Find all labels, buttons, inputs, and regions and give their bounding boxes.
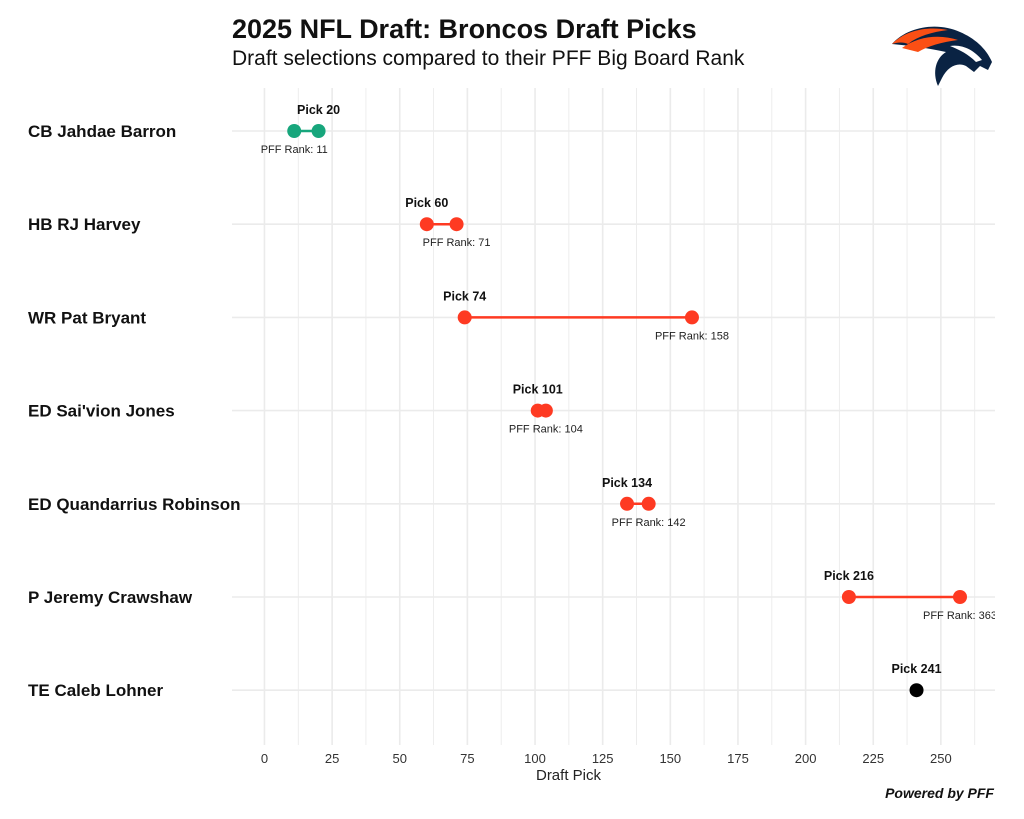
marks-layer: PFF Rank: 11 PFF Rank: 71 PFF Rank: 158 PFF… (261, 124, 997, 698)
draft-pick-point (457, 310, 472, 325)
pff-rank-point (641, 496, 656, 511)
draft-pick-point (620, 496, 635, 511)
pick-label: Pick 101 (513, 383, 563, 397)
draft-pick-point (419, 217, 434, 232)
broncos-horse-logo-icon (892, 26, 992, 86)
x-tick-label: 100 (524, 751, 546, 766)
draft-pick-point (530, 403, 545, 418)
player-name-label: ED Sai'vion Jones (28, 402, 175, 421)
pff-rank-label: PFF Rank: 71 (423, 237, 491, 249)
pff-rank-label: PFF Rank: 11 (261, 144, 328, 156)
pick-label: Pick 134 (602, 476, 652, 490)
draft-pick-point (841, 590, 856, 604)
player-name-label: P Jeremy Crawshaw (28, 588, 193, 607)
x-tick-label: 75 (460, 751, 474, 766)
pick-label: Pick 241 (892, 662, 942, 676)
x-tick-label: 225 (862, 751, 884, 766)
caption: Powered by PFF (885, 785, 994, 801)
x-tick-label: 250 (930, 751, 952, 766)
pff-rank-point (953, 590, 967, 604)
x-tick-label: 125 (592, 751, 614, 766)
pick-label: Pick 60 (405, 196, 448, 210)
player-name-label: HB RJ Harvey (28, 215, 141, 234)
x-tick-label: 50 (393, 751, 407, 766)
player-name-label: ED Quandarrius Robinson (28, 495, 241, 514)
pff-rank-label: PFF Rank: 158 (655, 330, 729, 342)
x-axis-label: Draft Pick (536, 767, 602, 784)
pff-rank-point (684, 310, 699, 325)
draft-pick-point (311, 124, 326, 138)
x-tick-label: 0 (261, 751, 268, 766)
pff-rank-label: PFF Rank: 363 (923, 610, 997, 622)
pick-label: Pick 20 (297, 103, 340, 117)
x-tick-label: 150 (659, 751, 681, 766)
player-name-label: WR Pat Bryant (28, 308, 146, 327)
player-name-label: CB Jahdae Barron (28, 122, 176, 141)
pick-label: Pick 216 (824, 569, 874, 583)
pff-rank-point (287, 124, 302, 138)
pick-label: Pick 74 (443, 289, 486, 303)
pff-rank-label: PFF Rank: 104 (509, 424, 583, 436)
x-tick-label: 175 (727, 751, 749, 766)
draft-pick-point (909, 683, 924, 698)
chart-title: 2025 NFL Draft: Broncos Draft Picks (232, 14, 697, 44)
pff-rank-label: PFF Rank: 142 (612, 517, 686, 529)
player-name-label: TE Caleb Lohner (28, 681, 163, 700)
pff-rank-point (449, 217, 464, 232)
x-tick-label: 200 (795, 751, 817, 766)
chart-subtitle: Draft selections compared to their PFF B… (232, 47, 745, 70)
x-tick-label: 25 (325, 751, 339, 766)
